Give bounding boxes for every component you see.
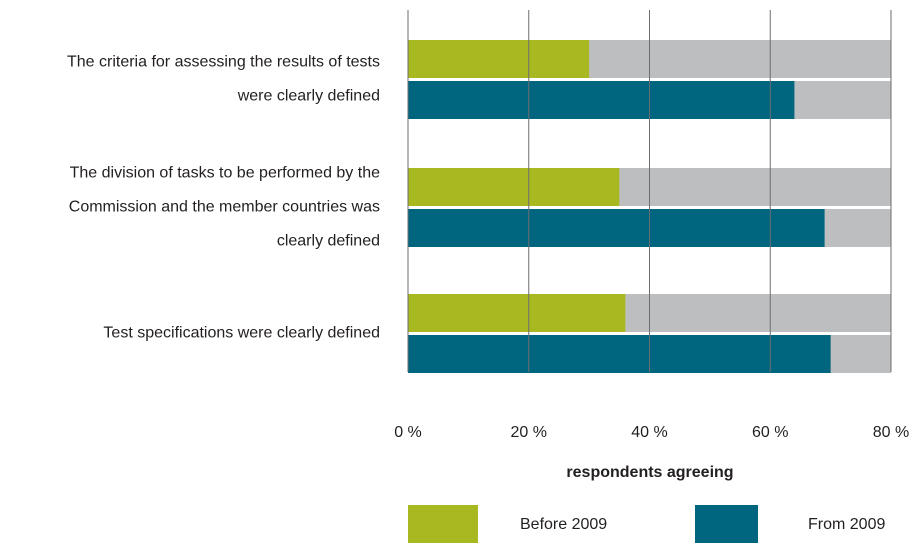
x-tick-label: 60 % (752, 424, 788, 441)
category-label: Test specifications were clearly defined (103, 325, 380, 342)
x-tick-label: 0 % (394, 424, 422, 441)
bar (408, 40, 590, 78)
bar (408, 81, 795, 119)
legend-swatch (408, 505, 478, 543)
legend-swatch (695, 505, 758, 543)
legend-label: From 2009 (808, 516, 885, 533)
x-tick-label: 80 % (873, 424, 909, 441)
bar (408, 209, 825, 247)
x-axis-label: respondents agreeing (566, 464, 733, 481)
category-label: The criteria for assessing the results o… (67, 54, 380, 71)
category-label: were clearly defined (237, 88, 380, 105)
x-tick-label: 40 % (631, 424, 667, 441)
category-label: The division of tasks to be performed by… (70, 165, 380, 182)
bar (408, 168, 620, 206)
x-tick-label: 20 % (511, 424, 547, 441)
category-label: clearly defined (277, 233, 380, 250)
category-label: Commission and the member countries was (69, 199, 380, 216)
bar (408, 335, 831, 373)
legend-label: Before 2009 (520, 516, 607, 533)
bar (408, 294, 626, 332)
